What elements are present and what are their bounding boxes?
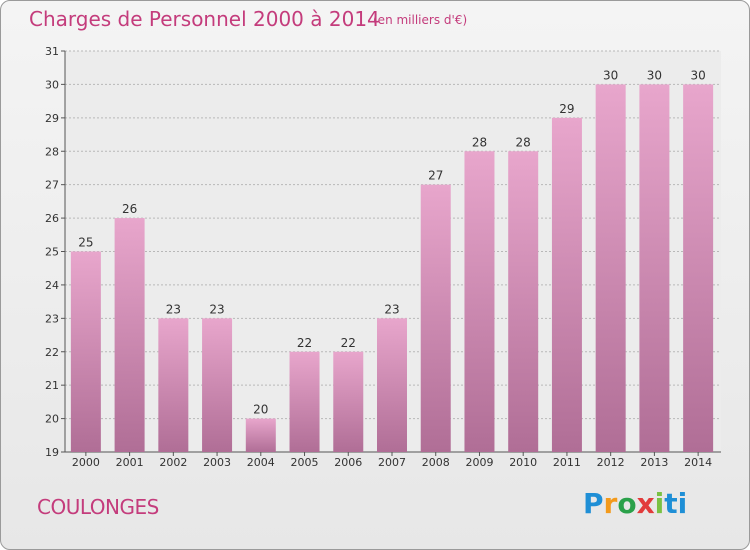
y-tick-label: 30 <box>45 78 59 91</box>
bar-value-label: 22 <box>297 336 312 350</box>
x-tick-label: 2005 <box>291 456 319 469</box>
x-tick-label: 2012 <box>597 456 625 469</box>
y-tick-label: 27 <box>45 179 59 192</box>
bar <box>595 84 626 453</box>
chart-title: Charges de Personnel 2000 à 2014 <box>29 7 380 31</box>
x-tick-label: 2004 <box>247 456 275 469</box>
bar <box>202 318 233 452</box>
bar <box>158 318 189 452</box>
bar-value-label: 23 <box>384 302 399 316</box>
bar <box>508 151 539 452</box>
y-tick-label: 25 <box>45 246 59 259</box>
bar-value-label: 30 <box>603 68 618 82</box>
x-tick-label: 2003 <box>203 456 231 469</box>
bar <box>245 418 276 452</box>
x-tick-label: 2001 <box>116 456 144 469</box>
y-tick-label: 31 <box>45 45 59 58</box>
bar <box>464 151 495 452</box>
bar-value-label: 29 <box>559 102 574 116</box>
chart-subtitle: (en milliers d'€) <box>373 13 468 27</box>
x-tick-label: 2011 <box>553 456 581 469</box>
bar-value-label: 28 <box>516 135 531 149</box>
y-tick-label: 26 <box>45 212 59 225</box>
x-tick-label: 2002 <box>159 456 187 469</box>
x-tick-label: 2006 <box>334 456 362 469</box>
y-tick-label: 20 <box>45 413 59 426</box>
bar <box>420 184 451 452</box>
bar-value-label: 27 <box>428 169 443 183</box>
bar-value-label: 26 <box>122 202 137 216</box>
bar <box>289 351 320 452</box>
y-tick-label: 22 <box>45 346 59 359</box>
x-tick-label: 2013 <box>640 456 668 469</box>
commune-name: COULONGES <box>37 495 159 519</box>
x-tick-label: 2010 <box>509 456 537 469</box>
bar-value-label: 30 <box>647 68 662 82</box>
y-tick-label: 29 <box>45 112 59 125</box>
bar <box>333 351 364 452</box>
bar-value-label: 25 <box>78 236 93 250</box>
bar-value-label: 23 <box>166 302 181 316</box>
bar <box>683 84 714 453</box>
bar-value-label: 22 <box>341 336 356 350</box>
bar-value-label: 23 <box>209 302 224 316</box>
y-tick-label: 19 <box>45 446 59 459</box>
x-tick-label: 2009 <box>465 456 493 469</box>
x-tick-label: 2014 <box>684 456 712 469</box>
bar <box>551 117 582 452</box>
bar <box>377 318 407 452</box>
bar-value-label: 28 <box>472 135 487 149</box>
bar <box>639 84 670 453</box>
y-tick-label: 24 <box>45 279 59 292</box>
y-tick-label: 23 <box>45 312 59 325</box>
bar <box>114 218 145 452</box>
x-tick-label: 2000 <box>72 456 100 469</box>
x-tick-label: 2008 <box>422 456 450 469</box>
bar-value-label: 30 <box>690 68 705 82</box>
bar <box>70 251 101 452</box>
proxiti-logo[interactable]: Proxiti <box>583 487 688 520</box>
y-tick-label: 28 <box>45 145 59 158</box>
x-tick-label: 2007 <box>378 456 406 469</box>
bar-value-label: 20 <box>253 403 268 417</box>
y-tick-label: 21 <box>45 379 59 392</box>
